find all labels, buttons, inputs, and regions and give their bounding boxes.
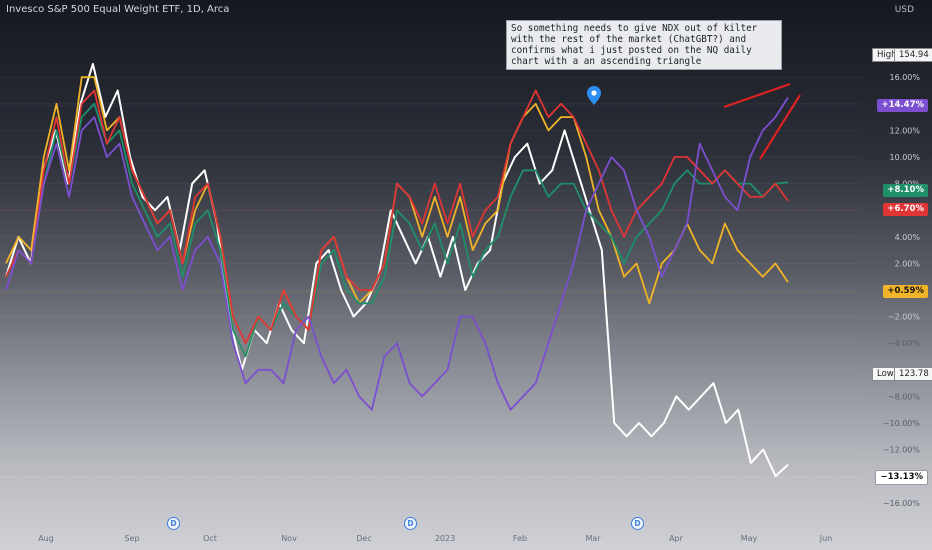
y-tick-label: −16.00% (883, 499, 921, 508)
series-line (5, 89, 789, 345)
y-tick-label: −4.00% (888, 339, 921, 348)
low-value: 123.78 (894, 367, 932, 381)
map-pin-icon[interactable] (587, 86, 601, 105)
y-tick-label: 10.00% (889, 153, 920, 162)
annotation-note[interactable]: So something needs to give NDX out of ki… (506, 20, 782, 70)
x-tick-label: Dec (356, 534, 371, 543)
x-tick-label: Aug (38, 534, 54, 543)
dividend-icon[interactable]: D (167, 517, 180, 530)
y-tick-label: 4.00% (895, 233, 921, 242)
x-axis: Aug Sep Oct Nov Dec 2023 Feb Mar Apr May Jun (38, 534, 832, 543)
last-value-badge: +14.47% (877, 99, 928, 112)
last-value-badge: −13.13% (875, 470, 928, 485)
series-line (5, 97, 789, 411)
dividend-icon[interactable]: D (631, 517, 644, 530)
grid (0, 76, 860, 504)
x-tick-label: Feb (513, 534, 527, 543)
y-tick-label: −10.00% (883, 419, 921, 428)
series-line (5, 102, 789, 358)
last-value-badge: +6.70% (883, 203, 928, 216)
trend-line-lower (759, 94, 801, 160)
y-tick-label: −12.00% (883, 446, 921, 455)
series-line (5, 62, 789, 478)
x-tick-label: Nov (281, 534, 297, 543)
trend-line-upper (723, 82, 791, 109)
x-tick-label: 2023 (435, 534, 455, 543)
series-lines (0, 62, 860, 478)
x-tick-label: Jun (819, 534, 833, 543)
last-value-badge: +0.59% (883, 285, 928, 298)
currency-label: USD (894, 5, 914, 15)
dividend-icon[interactable]: D (404, 517, 417, 530)
x-tick-label: Oct (203, 534, 217, 543)
y-tick-label: 16.00% (889, 73, 920, 82)
y-tick-label: −8.00% (888, 392, 921, 401)
last-value-badge: +8.10% (883, 184, 928, 197)
y-tick-label: 2.00% (895, 259, 921, 268)
chart-title: Invesco S&P 500 Equal Weight ETF, 1D, Ar… (6, 4, 230, 15)
x-tick-label: Sep (124, 534, 139, 543)
high-value: 154.94 (894, 48, 932, 62)
x-tick-label: May (741, 534, 758, 543)
y-tick-label: −2.00% (888, 313, 921, 322)
x-tick-label: Mar (585, 534, 601, 543)
y-tick-label: 12.00% (889, 126, 920, 135)
x-tick-label: Apr (669, 534, 684, 543)
